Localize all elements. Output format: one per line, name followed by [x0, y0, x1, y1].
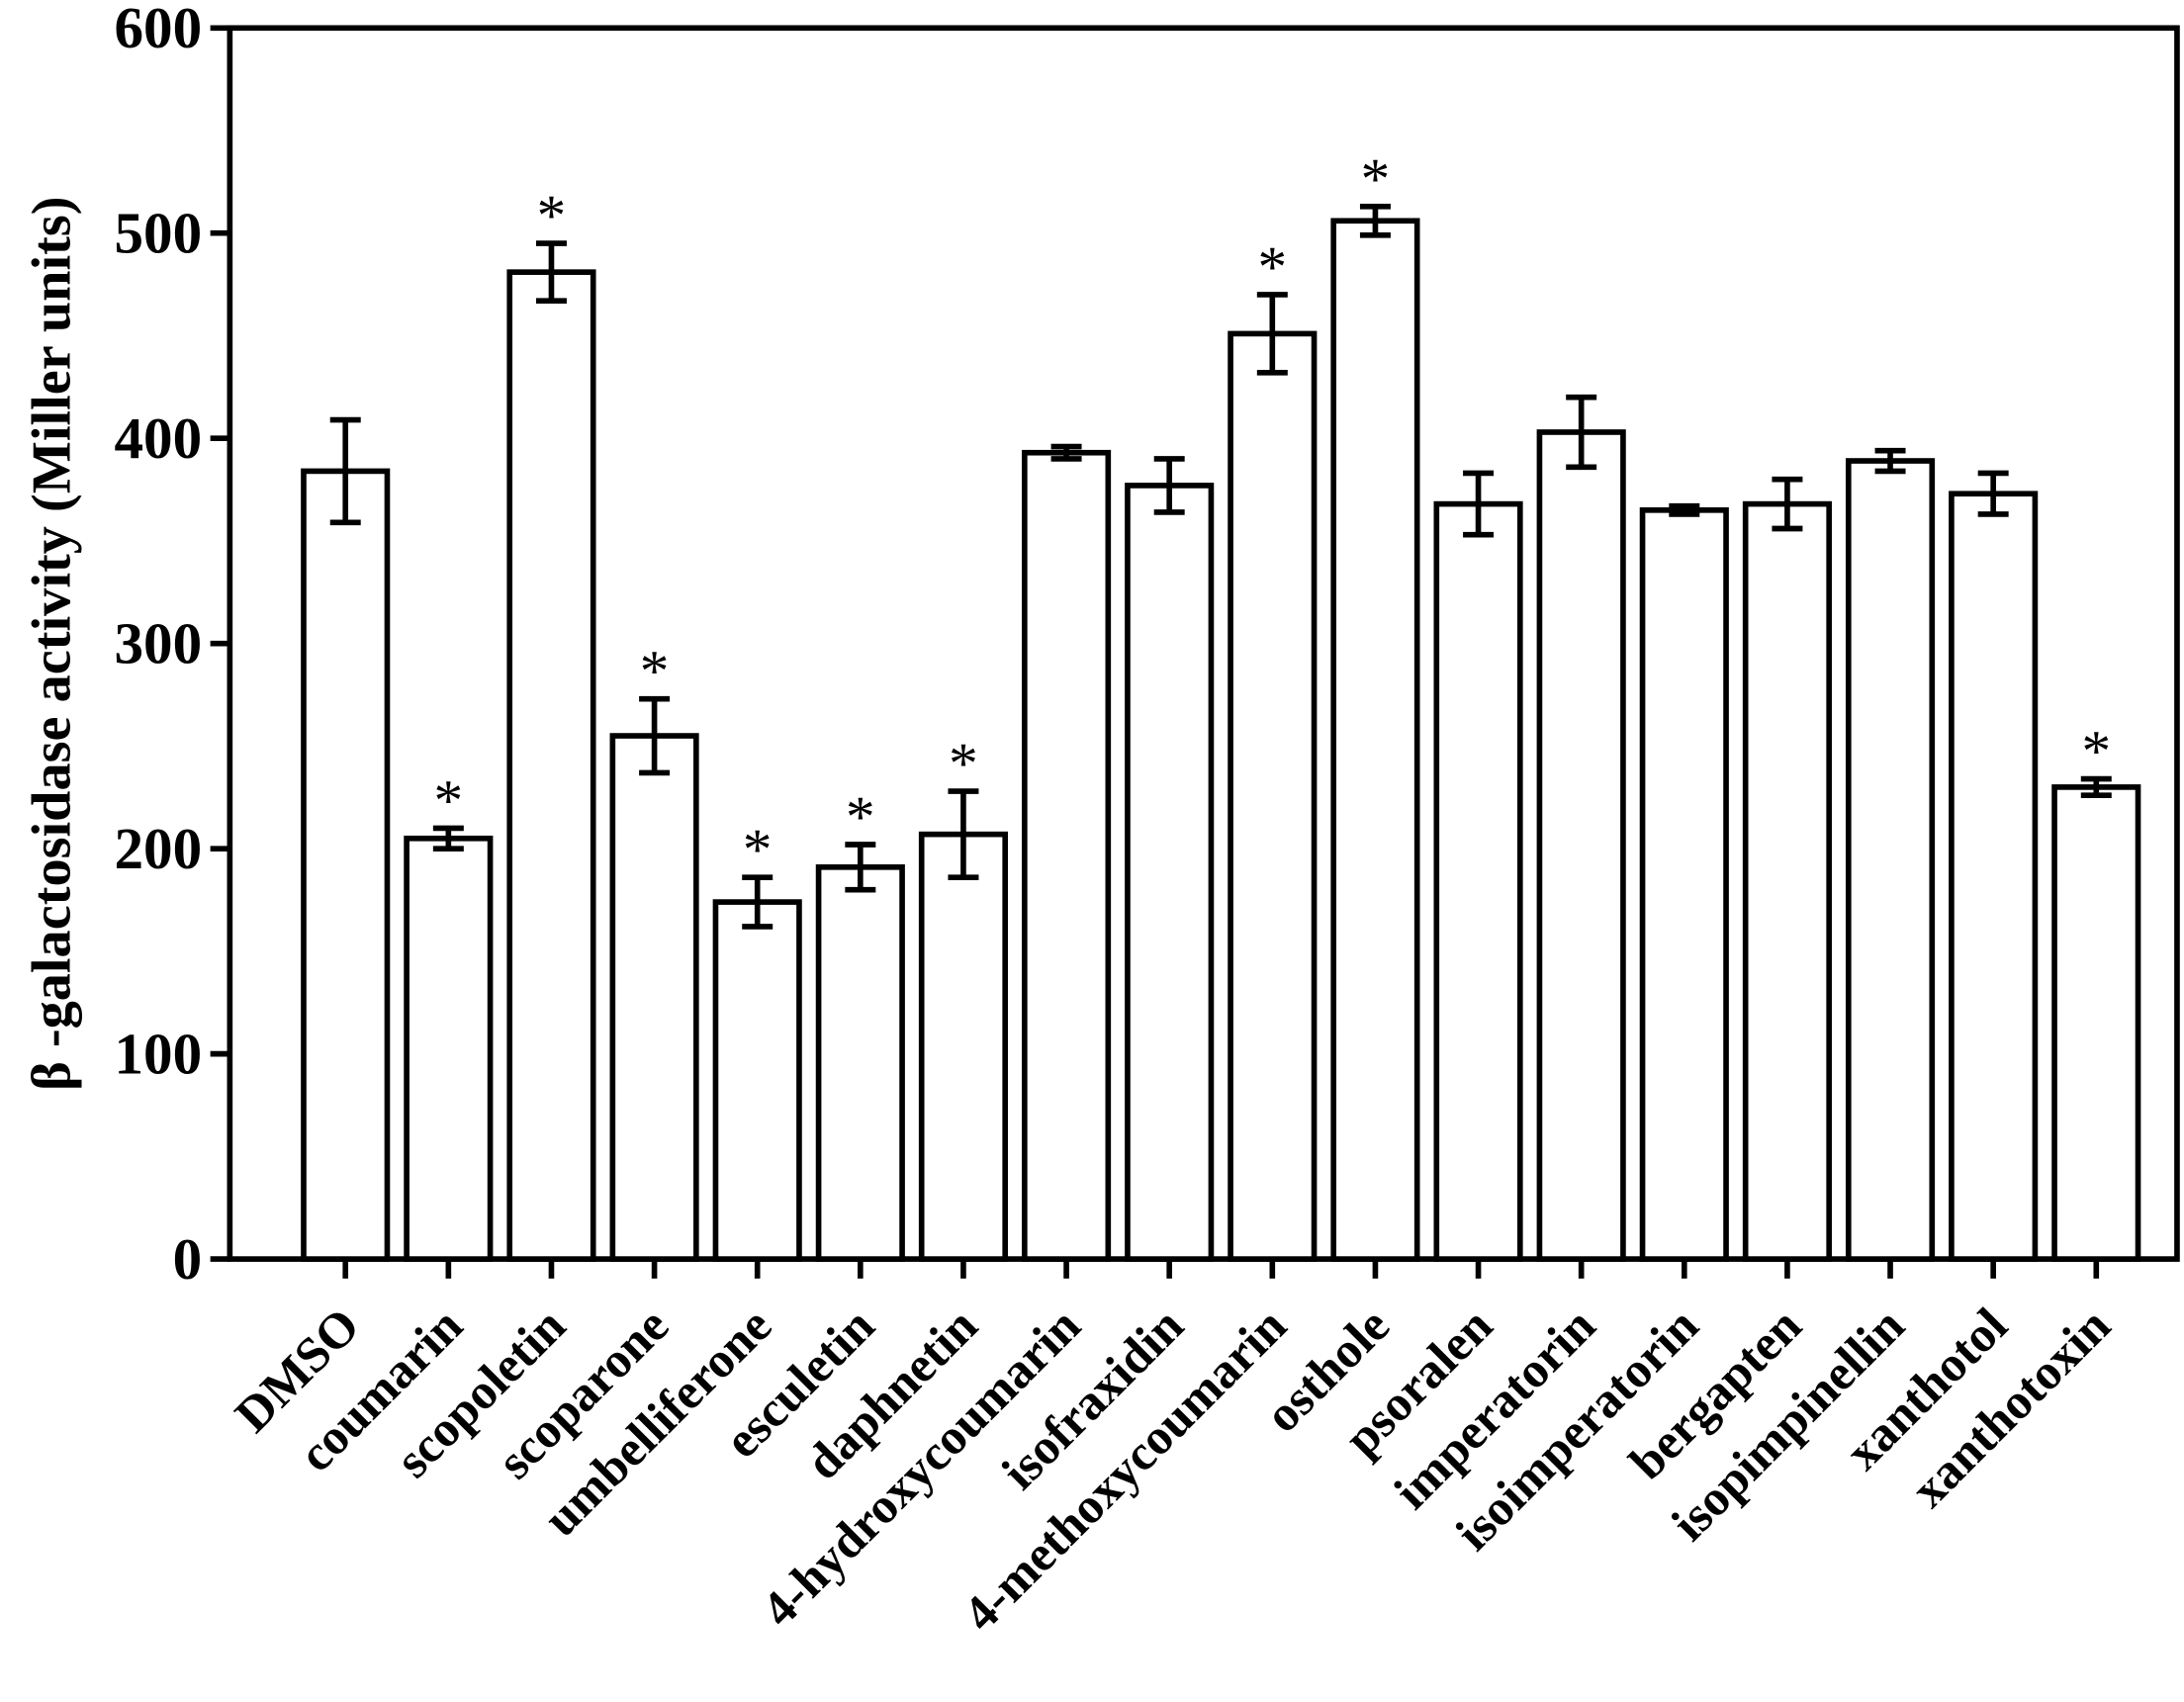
bar — [712, 899, 802, 1262]
bar — [506, 269, 596, 1262]
significance-marker: * — [743, 817, 773, 882]
bar — [1125, 483, 1215, 1262]
bar — [2051, 784, 2141, 1262]
significance-marker: * — [537, 183, 567, 248]
bar — [1949, 491, 2039, 1262]
significance-marker: * — [1361, 145, 1391, 211]
bar — [1228, 330, 1318, 1262]
significance-marker: * — [949, 731, 978, 796]
bar — [1433, 500, 1523, 1262]
bar — [609, 733, 699, 1262]
bar — [1330, 218, 1420, 1262]
significance-marker: * — [1258, 234, 1288, 300]
y-tick-label: 500 — [114, 200, 202, 265]
significance-marker: * — [640, 638, 670, 703]
y-tick-label: 100 — [114, 1021, 202, 1086]
bar — [1639, 507, 1729, 1262]
y-axis-label: β -galactosidase activity (Miller units) — [21, 196, 82, 1090]
bar — [815, 864, 905, 1262]
bar — [918, 831, 1009, 1262]
y-tick-label: 300 — [114, 610, 202, 675]
bar — [301, 468, 391, 1262]
bar — [1536, 429, 1626, 1262]
y-tick-label: 200 — [114, 816, 202, 881]
y-tick-label: 400 — [114, 405, 202, 471]
bar — [1845, 458, 1936, 1262]
significance-marker: * — [846, 784, 875, 850]
bar — [1742, 500, 1832, 1262]
y-tick-label: 0 — [173, 1226, 203, 1292]
significance-marker: * — [434, 767, 464, 833]
bar — [1022, 449, 1112, 1262]
y-tick-label: 600 — [114, 0, 202, 60]
significance-marker: * — [2082, 718, 2112, 783]
bar — [404, 835, 494, 1262]
